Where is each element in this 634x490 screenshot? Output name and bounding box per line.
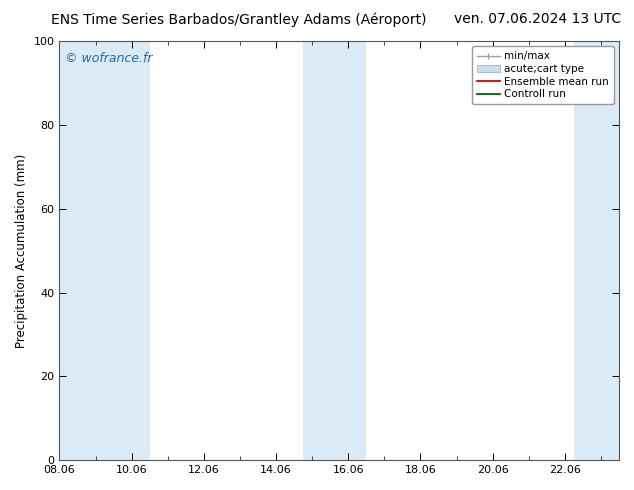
Text: © wofrance.fr: © wofrance.fr: [65, 51, 153, 65]
Text: ven. 07.06.2024 13 UTC: ven. 07.06.2024 13 UTC: [454, 12, 621, 26]
Bar: [113, 41, 150, 460]
Bar: [574, 41, 619, 460]
Bar: [303, 41, 366, 460]
Text: ENS Time Series Barbados/Grantley Adams (Aéroport): ENS Time Series Barbados/Grantley Adams …: [51, 12, 426, 27]
Y-axis label: Precipitation Accumulation (mm): Precipitation Accumulation (mm): [15, 153, 28, 348]
Bar: [60, 41, 113, 460]
Legend: min/max, acute;cart type, Ensemble mean run, Controll run: min/max, acute;cart type, Ensemble mean …: [472, 46, 614, 104]
